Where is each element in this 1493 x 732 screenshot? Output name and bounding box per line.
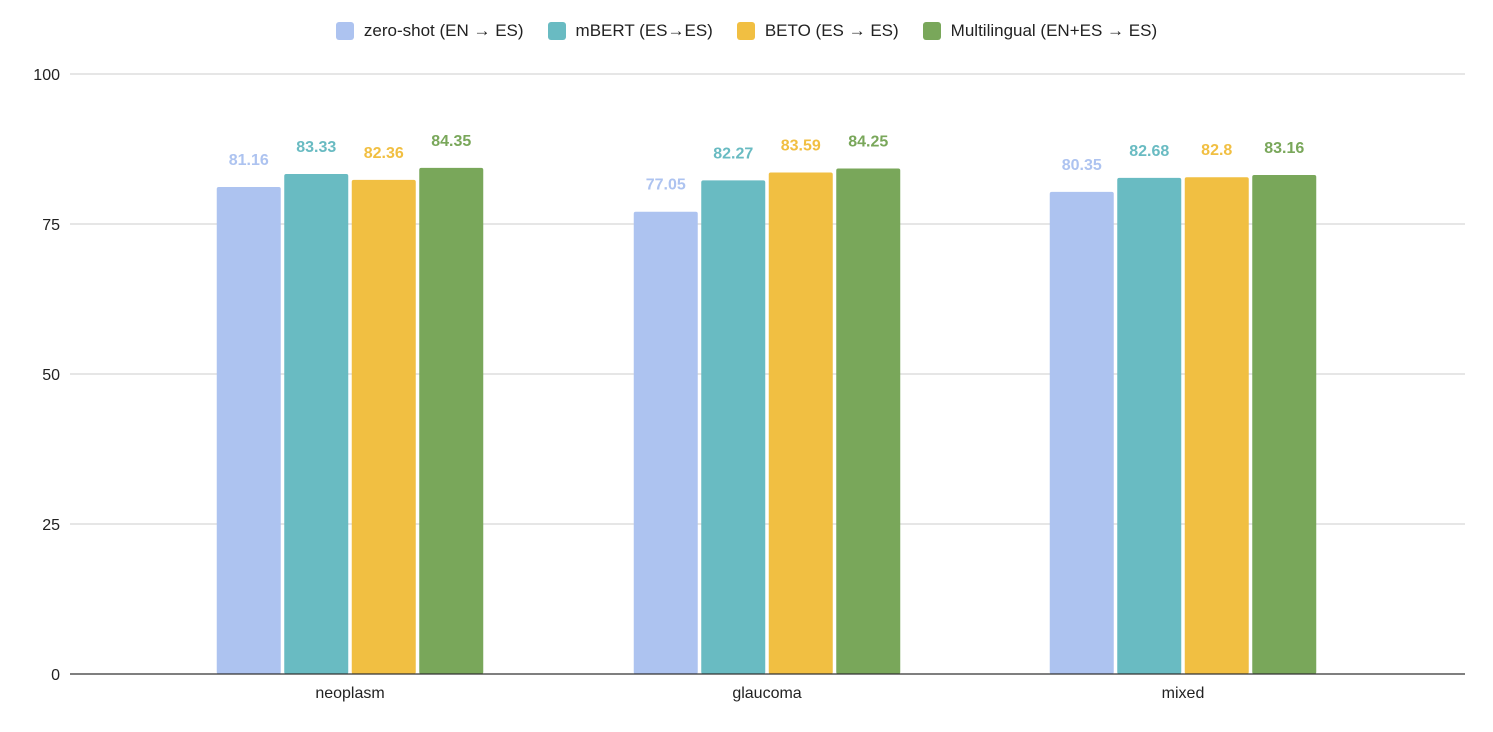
legend-swatch xyxy=(547,22,566,40)
data-label: 84.35 xyxy=(431,133,471,150)
data-label: 81.16 xyxy=(229,152,269,169)
bar xyxy=(836,168,901,674)
data-label: 82.8 xyxy=(1201,142,1232,159)
legend-label: zero-shot (EN → ES) xyxy=(363,21,524,40)
data-label: 77.05 xyxy=(646,177,686,194)
legend-item: mBERT (ES→ES) xyxy=(547,21,713,41)
legend-label: mBERT (ES→ES) xyxy=(575,21,713,40)
chart-legend: zero-shot (EN → ES) mBERT (ES→ES) BETO (ES… xyxy=(0,18,1493,44)
data-label: 83.33 xyxy=(296,139,336,156)
y-tick-label: 75 xyxy=(42,217,60,234)
data-label: 84.25 xyxy=(848,134,888,151)
legend-item: zero-shot (EN → ES) xyxy=(335,21,524,41)
data-label: 82.36 xyxy=(364,145,404,162)
legend-item: BETO (ES → ES) xyxy=(736,21,899,41)
bar xyxy=(284,174,349,674)
legend-swatch xyxy=(335,22,354,40)
data-label: 80.35 xyxy=(1062,157,1102,174)
bar xyxy=(1049,191,1114,674)
legend-label: Multilingual (EN+ES → ES) xyxy=(950,21,1158,40)
x-category-label: mixed xyxy=(1162,685,1205,702)
legend-swatch xyxy=(922,22,941,40)
bar xyxy=(1184,177,1249,674)
legend-swatch xyxy=(736,22,755,40)
bar xyxy=(216,187,281,675)
data-label: 82.27 xyxy=(713,145,753,162)
y-tick-label: 0 xyxy=(51,667,60,684)
data-label: 83.16 xyxy=(1264,140,1304,157)
data-label: 83.59 xyxy=(781,137,821,154)
bar xyxy=(1252,175,1317,675)
x-category-label: neoplasm xyxy=(315,685,384,702)
bar xyxy=(351,179,416,674)
legend-label: BETO (ES → ES) xyxy=(764,21,899,40)
y-tick-label: 50 xyxy=(42,367,60,384)
data-label: 82.68 xyxy=(1129,143,1169,160)
bar xyxy=(633,211,698,674)
bar xyxy=(1117,177,1182,675)
legend-item: Multilingual (EN+ES → ES) xyxy=(922,21,1158,41)
y-tick-label: 25 xyxy=(42,517,60,534)
y-tick-label: 100 xyxy=(33,67,60,84)
bar xyxy=(768,172,833,674)
bar xyxy=(701,180,766,674)
bar xyxy=(419,167,484,674)
x-category-label: glaucoma xyxy=(732,685,801,702)
